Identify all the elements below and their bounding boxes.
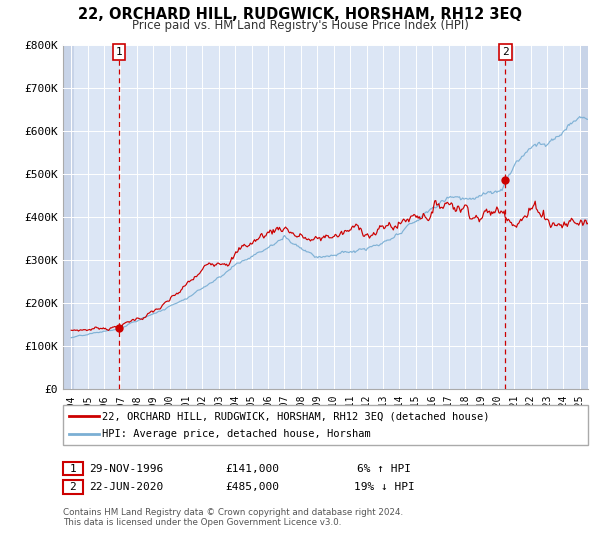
Text: 2: 2 bbox=[70, 482, 76, 492]
Text: 2: 2 bbox=[502, 47, 509, 57]
Text: HPI: Average price, detached house, Horsham: HPI: Average price, detached house, Hors… bbox=[102, 429, 371, 439]
Text: 29-NOV-1996: 29-NOV-1996 bbox=[89, 464, 163, 474]
Bar bbox=[63, 45, 74, 389]
Text: 22-JUN-2020: 22-JUN-2020 bbox=[89, 482, 163, 492]
Text: 22, ORCHARD HILL, RUDGWICK, HORSHAM, RH12 3EQ (detached house): 22, ORCHARD HILL, RUDGWICK, HORSHAM, RH1… bbox=[102, 411, 490, 421]
Text: Contains HM Land Registry data © Crown copyright and database right 2024.: Contains HM Land Registry data © Crown c… bbox=[63, 508, 403, 517]
Text: 1: 1 bbox=[70, 464, 76, 474]
Text: 19% ↓ HPI: 19% ↓ HPI bbox=[353, 482, 415, 492]
Text: 22, ORCHARD HILL, RUDGWICK, HORSHAM, RH12 3EQ: 22, ORCHARD HILL, RUDGWICK, HORSHAM, RH1… bbox=[78, 7, 522, 22]
Text: This data is licensed under the Open Government Licence v3.0.: This data is licensed under the Open Gov… bbox=[63, 518, 341, 527]
Text: 6% ↑ HPI: 6% ↑ HPI bbox=[357, 464, 411, 474]
Text: Price paid vs. HM Land Registry's House Price Index (HPI): Price paid vs. HM Land Registry's House … bbox=[131, 19, 469, 32]
Text: £141,000: £141,000 bbox=[225, 464, 279, 474]
Bar bbox=[581, 45, 589, 389]
Text: £485,000: £485,000 bbox=[225, 482, 279, 492]
Text: 1: 1 bbox=[116, 47, 122, 57]
